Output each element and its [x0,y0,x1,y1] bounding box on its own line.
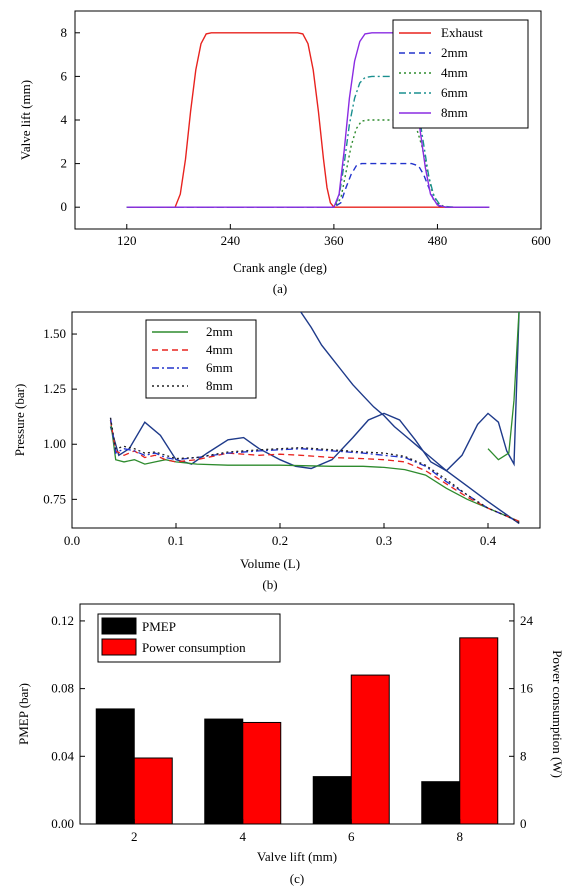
panel-c-bar [242,721,282,825]
panel-c-bar [459,637,499,825]
panel-c-bar [95,708,135,825]
panel-c-bar [350,674,390,825]
panel-a-xtick-label: 120 [117,233,137,248]
panel-c-legend: PMEP Power consumption [97,613,281,663]
panel-b-legend-label: 8mm [206,378,233,393]
panel-b-cycle-curve [109,312,520,472]
panel-a-xlabel: Crank angle (deg) [233,260,327,275]
panel-b-legend-label: 2mm [206,324,233,339]
panel-b-plot-area [109,312,520,525]
panel-c-xlabel: Valve lift (mm) [257,849,337,864]
panel-c-y2tick-label: 24 [520,613,534,628]
panel-b-frame [71,311,541,529]
panel-b-series-line [109,419,520,522]
panel-c-ytick-label: 0.12 [51,613,74,628]
panel-c-ylabel: PMEP (bar) [16,683,31,745]
panel-c-xtick-label: 4 [240,829,247,844]
panel-b-ylabel: Pressure (bar) [12,384,27,457]
panel-b-legend-label: 6mm [206,360,233,375]
panel-a-legend-label: 6mm [441,85,468,100]
panel-c-legend-swatch [101,638,137,656]
panel-c-legend-label: PMEP [142,619,176,634]
panel-a-legend-label: Exhaust [441,25,483,40]
panel-b-xtick-label: 0.3 [376,533,392,548]
panel-b-xtick-label: 0.4 [480,533,497,548]
panel-c-bar [204,718,244,825]
panel-c-xtick-label: 8 [457,829,464,844]
panel-a-valve-lift: 120 240 360 480 600 0 2 4 6 8 Exhaust 2mm 4mm 6mm 8mm… [18,10,551,296]
panel-b-cycle-curve [300,312,520,525]
panel-b-legend-label: 4mm [206,342,233,357]
panel-a-ytick-label: 4 [61,112,68,127]
panel-b-xlabel: Volume (L) [240,556,300,571]
panel-b-curves [109,312,520,525]
panel-a-legend-label: 4mm [441,65,468,80]
panel-b-ytick-label: 1.25 [43,381,66,396]
panel-c-frame [79,603,515,825]
panel-c-bar [312,776,352,825]
panel-c-bar [421,781,461,825]
panel-a-xtick-label: 600 [531,233,551,248]
panel-c-y2tick-label: 16 [520,681,534,696]
panel-c-ytick-label: 0.08 [51,681,74,696]
panel-a-xtick-label: 480 [428,233,448,248]
panel-a-ylabel: Valve lift (mm) [18,80,33,160]
panel-b-ytick-label: 1.00 [43,436,66,451]
panel-a-ytick-label: 6 [61,68,68,83]
panel-b-ticks: 0.0 0.1 0.2 0.3 0.4 0.75 1.00 1.25 1.50 [43,326,496,548]
panel-a-ytick-label: 8 [61,25,68,40]
panel-c-y2tick-label: 0 [520,816,527,831]
panel-a-label: (a) [273,281,287,296]
panel-b-series-line [109,419,520,522]
panel-b-legend: 2mm 4mm 6mm 8mm [145,319,257,399]
panel-b-xtick-label: 0.0 [64,533,80,548]
panel-b-xtick-label: 0.2 [272,533,288,548]
panel-b-series-line [109,417,520,524]
panel-a-legend: Exhaust 2mm 4mm 6mm 8mm [392,19,529,129]
panel-c-ytick-label: 0.00 [51,816,74,831]
panel-a-ticks: 120 240 360 480 600 0 2 4 6 8 [61,25,551,248]
panel-a-legend-label: 2mm [441,45,468,60]
panel-a-series-line [126,32,490,208]
panel-c-y2label: Power consumption (W) [550,650,563,778]
panel-b-label: (b) [262,577,277,592]
panel-c-xtick-label: 6 [348,829,355,844]
panel-b-xtick-label: 0.1 [168,533,184,548]
panel-c-ytick-label: 0.04 [51,748,74,763]
panel-a-legend-box [392,19,529,129]
panel-a-ytick-label: 2 [61,156,68,171]
panel-c-y2tick-label: 8 [520,748,527,763]
panel-a-xtick-label: 360 [324,233,344,248]
panel-b-series-branch [487,312,520,461]
panel-c-plot-area [95,637,499,825]
panel-c-legend-label: Power consumption [142,640,246,655]
panel-a-legend-label: 8mm [441,105,468,120]
panel-a-ytick-label: 0 [61,199,68,214]
panel-c-label: (c) [290,871,304,886]
panel-a-series-line [126,119,490,208]
panel-c-legend-swatch [101,617,137,635]
panel-b-legend-box [145,319,257,399]
panel-c-xtick-label: 2 [131,829,138,844]
panel-b-ytick-label: 0.75 [43,491,66,506]
panel-b-pressure-volume: 0.0 0.1 0.2 0.3 0.4 0.75 1.00 1.25 1.50 2mm 4mm 6m… [12,311,541,592]
panel-c-bar [133,757,173,825]
panel-b-ytick-label: 1.50 [43,326,66,341]
panel-b-series-line [109,417,520,524]
panel-a-xtick-label: 240 [221,233,241,248]
